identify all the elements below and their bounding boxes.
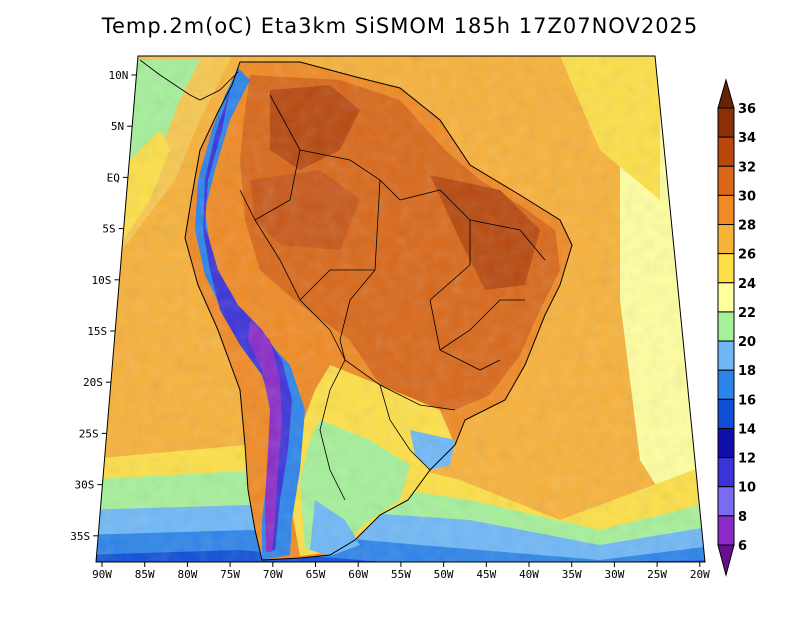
lat-label: 15S bbox=[87, 325, 107, 338]
colorbar-swatch bbox=[717, 369, 735, 400]
lat-label: 30S bbox=[75, 479, 95, 492]
colorbar-label: 28 bbox=[738, 219, 756, 234]
colorbar-swatch bbox=[717, 398, 735, 429]
colorbar-label: 10 bbox=[738, 481, 756, 496]
colorbar-label: 24 bbox=[738, 277, 756, 292]
lon-label: 35W bbox=[562, 568, 582, 581]
country-borders bbox=[239, 94, 546, 501]
colorbar-swatch bbox=[717, 486, 735, 517]
colorbar-label: 26 bbox=[738, 248, 756, 263]
colorbar-bottom-arrow bbox=[717, 544, 735, 577]
colorbar-label: 6 bbox=[738, 539, 747, 554]
lon-label: 20W bbox=[690, 568, 710, 581]
lat-label: 25S bbox=[79, 427, 99, 440]
longitude-axis: 90W 85W 80W 75W 70W 65W 60W 55W 50W 45W 40W 35W 30W 2… bbox=[92, 562, 710, 581]
lat-label: EQ bbox=[107, 171, 120, 184]
colorbar-swatch bbox=[717, 194, 735, 226]
colorbar-swatch bbox=[717, 457, 735, 488]
lon-label: 25W bbox=[647, 568, 667, 581]
lat-label: 5N bbox=[111, 120, 124, 133]
colorbar-label: 36 bbox=[738, 102, 756, 117]
colorbar-swatch bbox=[717, 515, 735, 546]
lon-label: 75W bbox=[220, 568, 240, 581]
colorbar-label: 12 bbox=[738, 452, 756, 467]
map-title: Temp.2m(oC) Eta3km SiSMOM 185h 17Z07NOV2… bbox=[101, 14, 699, 38]
colorbar-swatch bbox=[717, 253, 735, 284]
latitude-axis: 10N 5N EQ 5S 10S 15S 20S 25S 30S 35S bbox=[70, 69, 137, 543]
colorbar-swatch bbox=[717, 340, 735, 371]
colorbar-label: 34 bbox=[738, 131, 756, 146]
lat-label: 20S bbox=[83, 376, 103, 389]
lon-label: 50W bbox=[434, 568, 454, 581]
colorbar-swatch bbox=[717, 136, 735, 167]
lat-label: 10N bbox=[109, 69, 129, 82]
colorbar-swatch bbox=[717, 282, 735, 313]
lon-label: 70W bbox=[263, 568, 283, 581]
lon-label: 40W bbox=[519, 568, 539, 581]
coastline bbox=[184, 61, 573, 561]
colorbar-swatch bbox=[717, 165, 735, 196]
lon-label: 45W bbox=[476, 568, 496, 581]
colorbar-swatch bbox=[717, 107, 735, 138]
map-frame bbox=[95, 55, 706, 563]
colorbar-label: 32 bbox=[738, 160, 756, 175]
colorbar-swatch bbox=[717, 224, 735, 255]
lon-label: 30W bbox=[604, 568, 624, 581]
colorbar-label: 14 bbox=[738, 422, 756, 437]
lon-label: 55W bbox=[391, 568, 411, 581]
colorbar-label: 8 bbox=[738, 510, 747, 525]
lat-label: 35S bbox=[70, 530, 90, 543]
lon-label: 80W bbox=[177, 568, 197, 581]
lon-label: 90W bbox=[92, 568, 112, 581]
colorbar-swatch bbox=[717, 311, 735, 342]
colorbar-label: 18 bbox=[738, 364, 756, 379]
colorbar-swatch bbox=[717, 427, 735, 459]
lon-label: 60W bbox=[348, 568, 368, 581]
lon-label: 85W bbox=[135, 568, 155, 581]
lat-label: 10S bbox=[92, 274, 112, 287]
colorbar-label: 20 bbox=[738, 335, 756, 350]
colorbar-top-arrow bbox=[717, 78, 735, 109]
colorbar: 6 8 10 12 14 16 18 20 22 24 26 28 30 32 34 36 bbox=[717, 78, 756, 577]
colorbar-label: 22 bbox=[738, 306, 756, 321]
lon-label: 65W bbox=[306, 568, 326, 581]
colorbar-label: 30 bbox=[738, 189, 756, 204]
lat-label: 5S bbox=[102, 223, 115, 236]
colorbar-label: 16 bbox=[738, 393, 756, 408]
